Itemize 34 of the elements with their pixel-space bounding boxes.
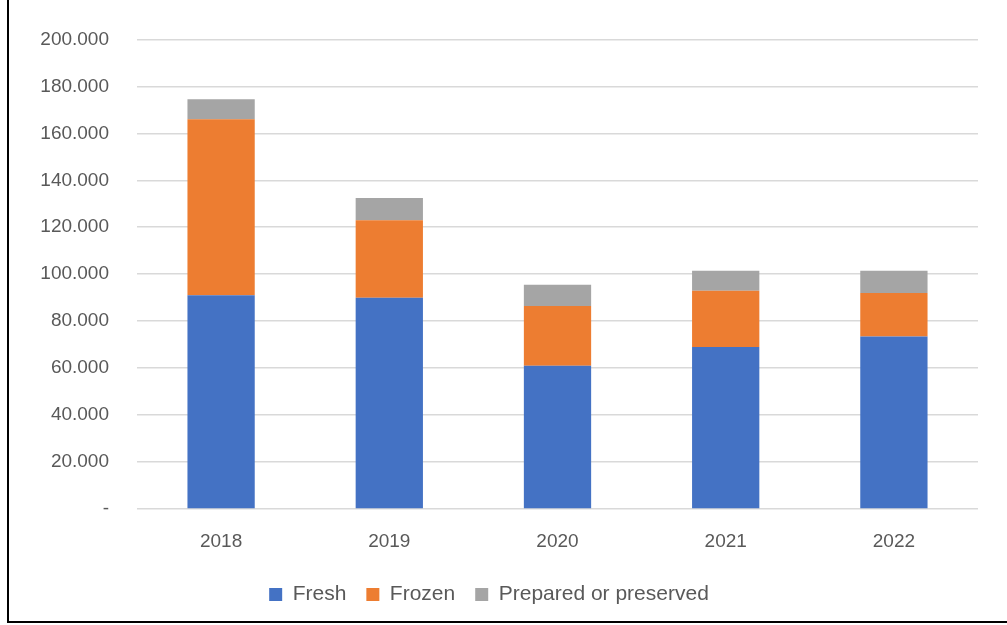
legend-label: Frozen [389,581,456,605]
bar [692,290,760,347]
bar [523,284,592,306]
x-tick-label: 2022 [872,529,916,551]
bar [355,297,423,509]
legend-label: Prepared or preserved [498,581,709,605]
y-tick-label: 160.000 [40,121,109,143]
bar [187,119,255,296]
bar [355,197,423,221]
y-tick-label: 40.000 [50,403,109,425]
y-tick-label: 140.000 [40,168,109,190]
y-tick-label: 80.000 [50,309,109,331]
y-tick-label: 200.000 [40,27,109,49]
bar [860,292,928,337]
bar [523,305,592,366]
bar [692,346,760,509]
y-tick-label: 100.000 [40,262,109,284]
bar [523,365,592,509]
bar [860,270,928,293]
y-tick-label: 20.000 [50,450,109,472]
bar [860,336,928,509]
legend-label: Fresh [292,581,347,605]
y-tick-label: 60.000 [50,356,109,378]
x-tick-label: 2019 [368,529,411,551]
bar [187,99,255,120]
y-tick-label: - [102,497,109,519]
y-tick-label: 180.000 [40,74,109,96]
bar [187,295,255,509]
x-tick-label: 2020 [536,529,579,551]
y-tick-label: 120.000 [40,215,109,237]
bar [692,270,760,291]
x-tick-label: 2021 [704,529,747,551]
x-tick-label: 2018 [199,529,243,551]
bar [355,220,423,298]
